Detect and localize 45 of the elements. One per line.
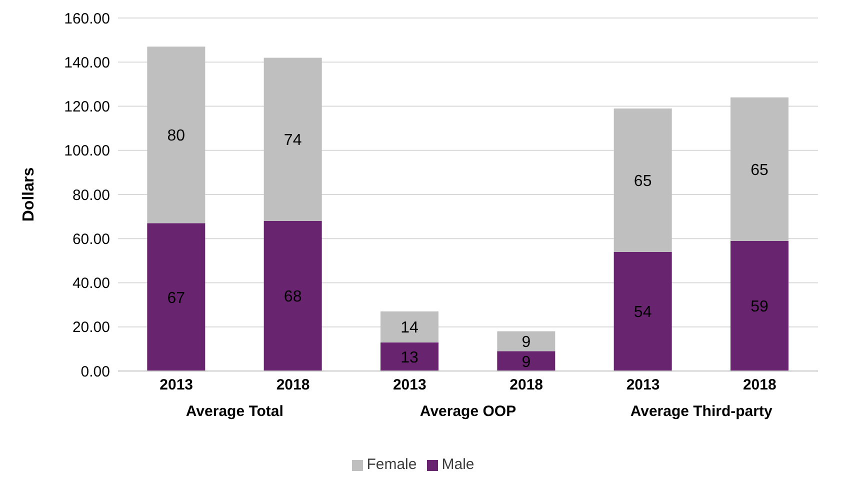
- bar: [730, 97, 788, 241]
- bar: [614, 108, 672, 252]
- y-tick-label: 0.00: [80, 363, 110, 380]
- y-tick-label: 100.00: [64, 142, 110, 160]
- legend-label: Male: [442, 456, 474, 473]
- data-label: 59: [750, 298, 768, 316]
- x-tick-label: 2013: [160, 376, 194, 394]
- y-tick-label: 80.00: [72, 186, 110, 204]
- legend-label: Female: [366, 456, 417, 473]
- bar: [497, 351, 556, 371]
- y-tick-label: 160.00: [64, 10, 110, 28]
- bar: [730, 240, 788, 371]
- data-label: 65: [750, 162, 768, 179]
- x-tick-label: 2018: [742, 376, 776, 394]
- bar: [264, 58, 322, 221]
- data-label: 54: [634, 304, 652, 322]
- y-tick-label: 40.00: [72, 275, 110, 292]
- data-label: 9: [522, 334, 531, 351]
- data-label: 74: [284, 132, 302, 150]
- bar: [614, 252, 672, 371]
- text: Average Total: [184, 403, 284, 420]
- x-tick-label: 2018: [510, 376, 544, 394]
- text: Average Third-party: [629, 403, 774, 420]
- data-label: 14: [400, 320, 418, 337]
- data-label: 13: [400, 349, 418, 366]
- y-axis-title: Dollars: [20, 167, 38, 222]
- bar: [264, 220, 322, 371]
- data-label: 65: [634, 172, 652, 190]
- x-tick-label: 2013: [392, 376, 426, 394]
- data-label: 67: [167, 290, 186, 307]
- bar: [147, 223, 206, 371]
- data-label: 9: [522, 354, 531, 371]
- x-tick-label: 2013: [626, 376, 660, 394]
- y-tick-label: 140.00: [64, 54, 110, 72]
- data-label: 68: [284, 288, 302, 306]
- text: Average OOP: [418, 403, 518, 420]
- bar: [380, 311, 438, 342]
- bar: [147, 46, 206, 224]
- bar: [380, 342, 438, 371]
- data-label: 80: [167, 128, 186, 145]
- y-tick-label: 20.00: [72, 319, 110, 336]
- y-tick-label: 120.00: [64, 98, 110, 116]
- x-tick-label: 2018: [276, 376, 310, 394]
- bar: [497, 331, 556, 352]
- y-tick-label: 60.00: [72, 230, 110, 248]
